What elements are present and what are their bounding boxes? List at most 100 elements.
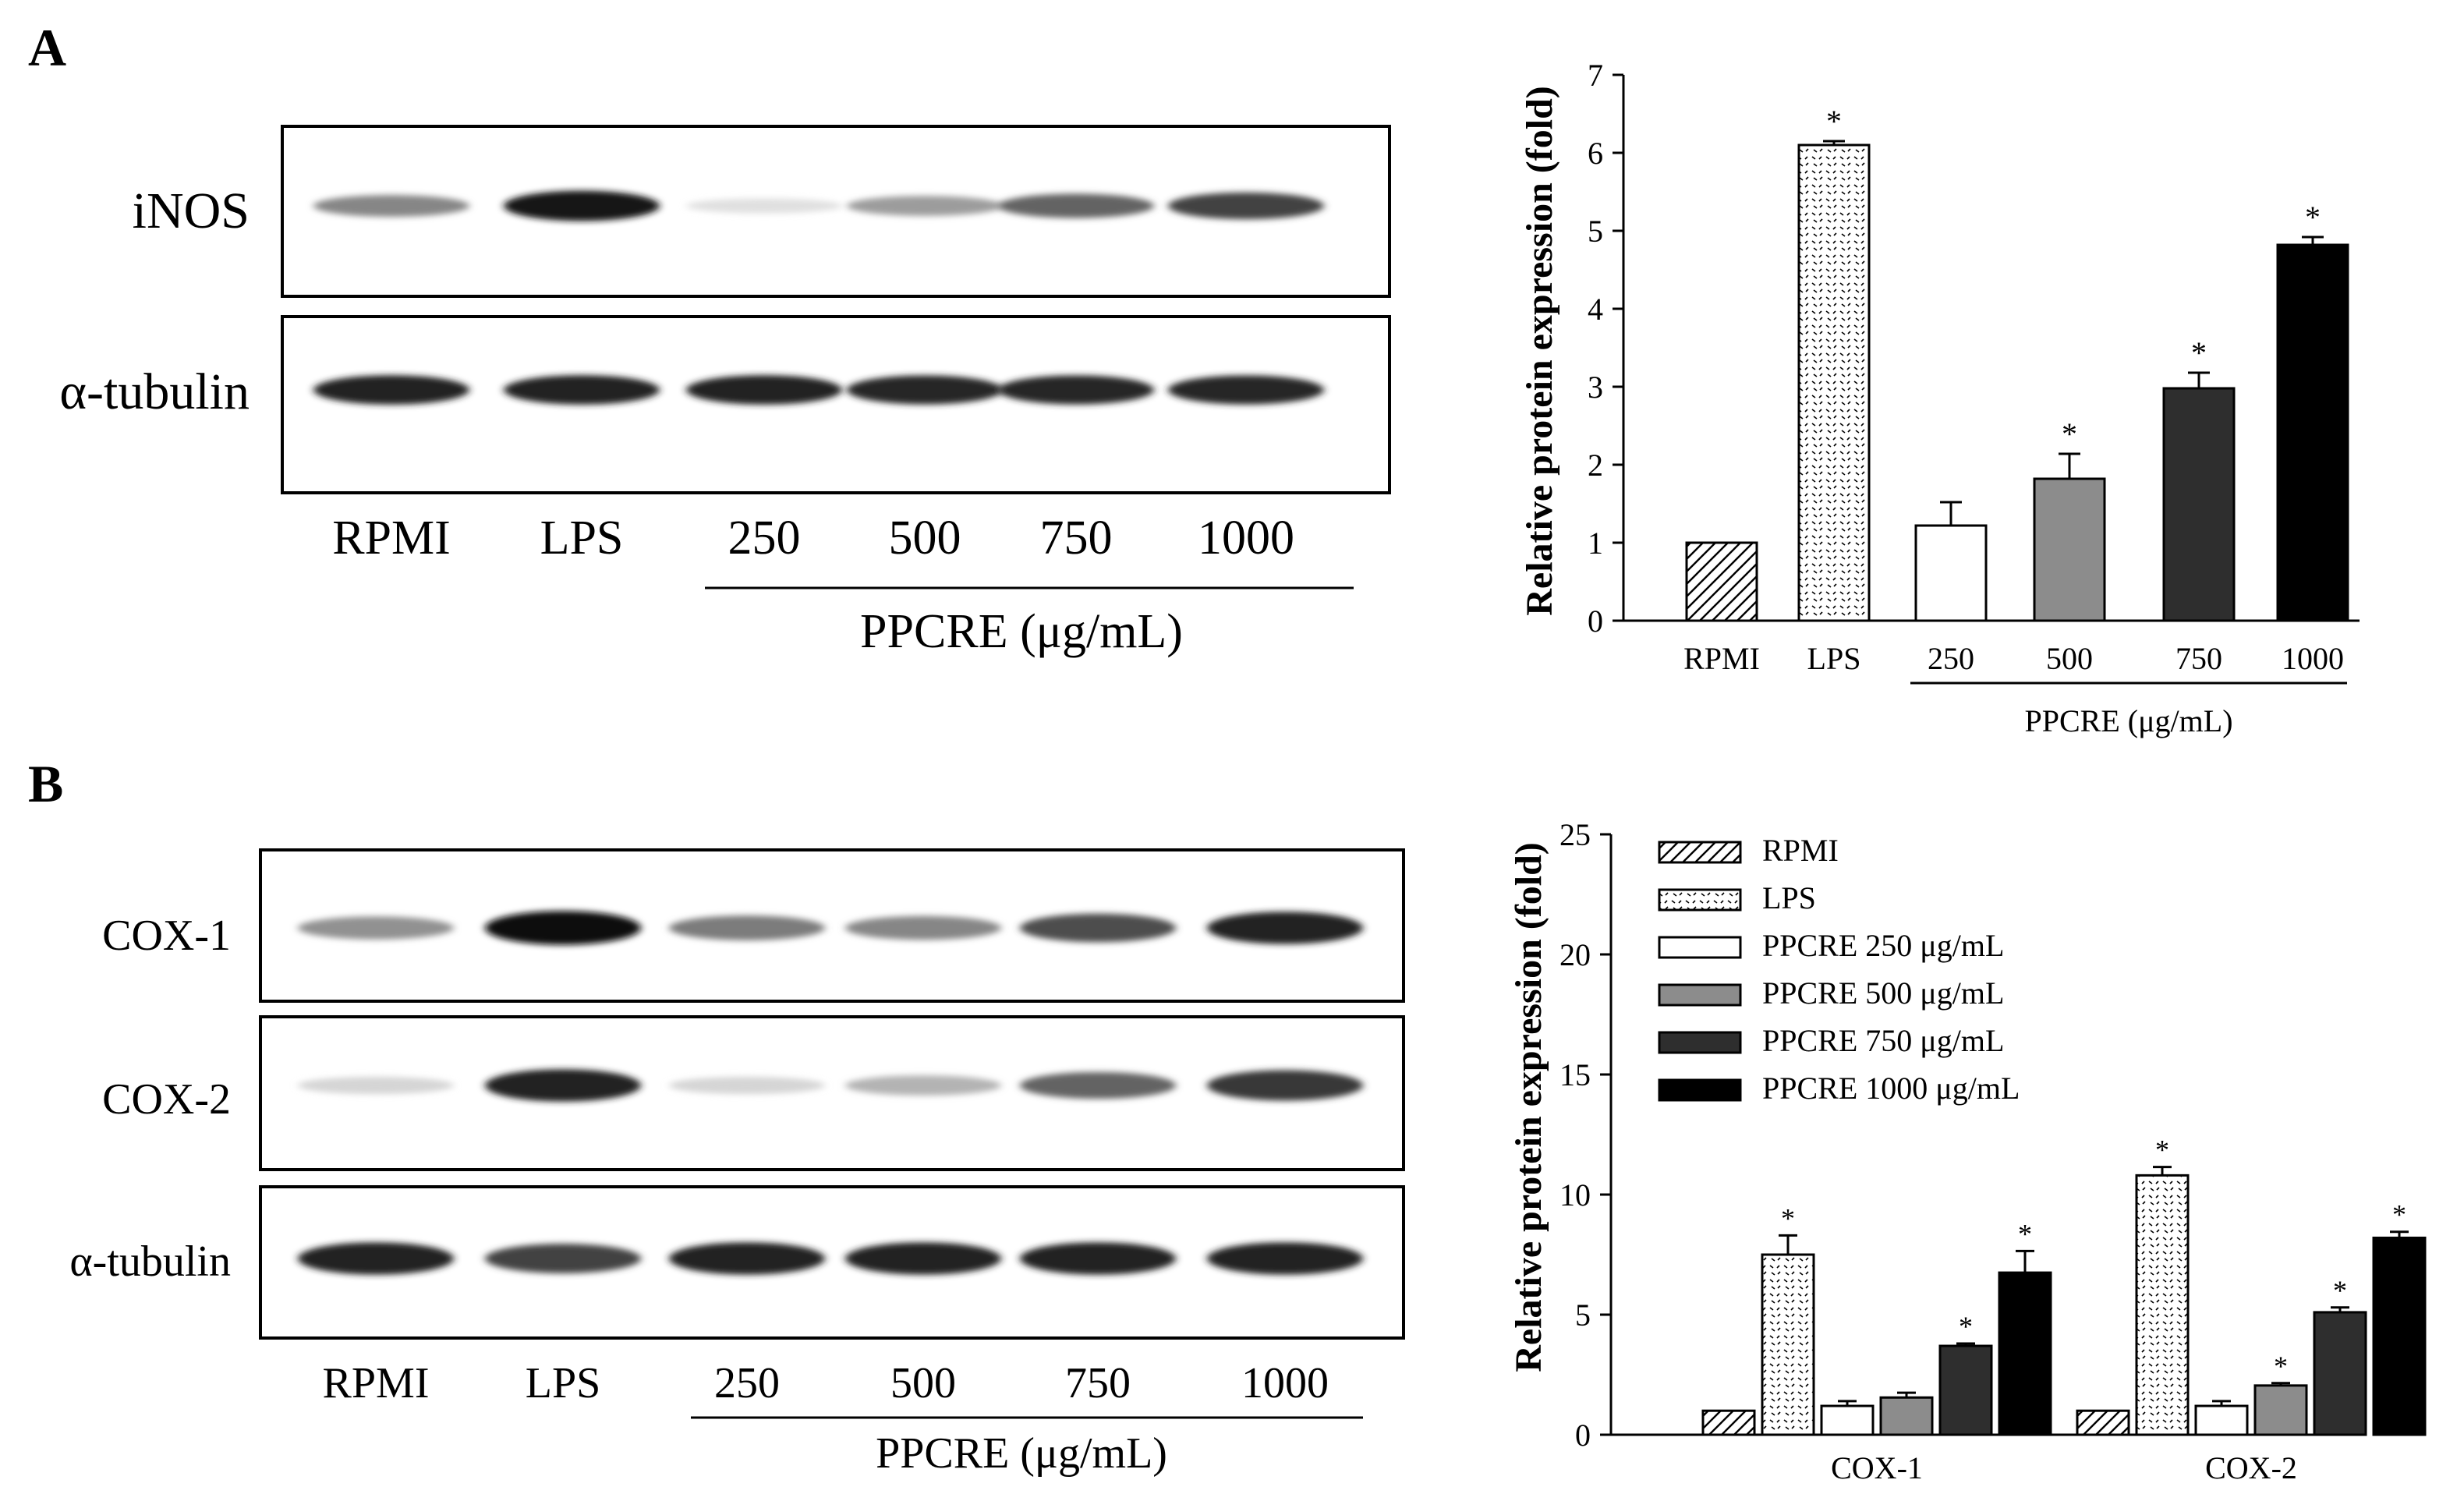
blot-b-label-tubulin: α-tubulin xyxy=(69,1237,231,1286)
chart-b-significance-star: * xyxy=(2155,1135,2169,1166)
blot-a-band-r1-lane-4 xyxy=(847,196,1003,216)
chart-a-ytick-label: 2 xyxy=(1588,448,1603,483)
chart-b-bar-COX-1-s5 xyxy=(1938,1344,1993,1436)
blot-b-band-r2-lane-2 xyxy=(485,1069,641,1102)
chart-b-bar-COX-1-s3 xyxy=(1820,1404,1875,1436)
chart-b-legend-label: PPCRE 1000 μg/mL xyxy=(1762,1071,2020,1106)
chart-b-error-bar xyxy=(1838,1400,1857,1407)
blot-b-lane-250: 250 xyxy=(714,1359,780,1407)
blot-a-band-r2-lane-1 xyxy=(313,375,469,405)
chart-b-error-bar xyxy=(2271,1382,2290,1386)
blot-b-band-r3-lane-6 xyxy=(1207,1242,1363,1275)
chart-a-ytick-label: 4 xyxy=(1588,292,1603,327)
chart-a: Relative protein expression (fold) 0 1 2 3 4… xyxy=(1519,58,2360,738)
chart-b-legend-swatch xyxy=(1658,983,1742,1007)
western-blot-b: COX-1 COX-2 α-tubulin RPMI LPS 250 500 7… xyxy=(69,848,1405,1478)
chart-a-xtick-label: 500 xyxy=(2046,641,2093,676)
blot-b-band-r2-lane-5 xyxy=(1020,1071,1176,1099)
blot-b-label-cox1: COX-1 xyxy=(102,912,231,960)
chart-a-significance-star: * xyxy=(2062,416,2077,451)
blot-b-lane-1000: 1000 xyxy=(1241,1359,1329,1407)
panel-label-b: B xyxy=(28,754,63,813)
chart-a-xtick-label: 250 xyxy=(1928,641,1974,676)
chart-b-error-bar xyxy=(1779,1234,1797,1255)
blot-a-band-r2-lane-6 xyxy=(1168,375,1324,405)
chart-a-bar-250 xyxy=(1914,524,1988,622)
chart-a-error-bar xyxy=(1823,140,1845,145)
chart-a-error-bar xyxy=(1940,501,1962,526)
chart-a-ylabel: Relative protein expression (fold) xyxy=(1519,86,1560,616)
blot-a-lane-250: 250 xyxy=(728,512,801,565)
blot-a-label-tubulin: α-tubulin xyxy=(59,363,250,420)
blot-b-band-r2-lane-4 xyxy=(845,1075,1001,1096)
blot-b-label-cox2: COX-2 xyxy=(102,1075,231,1124)
chart-a-significance-star: * xyxy=(2191,335,2207,370)
blot-b-lane-750: 750 xyxy=(1065,1359,1131,1407)
blot-a-band-r2-lane-3 xyxy=(686,375,842,405)
chart-b-significance-star: * xyxy=(1781,1202,1795,1234)
chart-b-ytick-label: 20 xyxy=(1559,937,1591,972)
chart-b-bar-COX-1-s6 xyxy=(1998,1271,2052,1436)
chart-a-significance-star: * xyxy=(2305,200,2321,235)
chart-b-bar-COX-2-s3 xyxy=(2194,1404,2249,1436)
blot-b-band-r1-lane-4 xyxy=(845,915,1001,940)
panel-label-a: A xyxy=(28,18,66,77)
blot-a-lane-rpmi: RPMI xyxy=(332,512,451,565)
chart-b-legend-swatch xyxy=(1658,1031,1742,1054)
chart-a-bar-1000 xyxy=(2276,243,2349,622)
chart-b-legend-swatch xyxy=(1658,888,1742,912)
blot-a-label-inos: iNOS xyxy=(133,182,250,239)
chart-a-xtick-label: 750 xyxy=(2175,641,2222,676)
chart-b-error-bar xyxy=(2331,1306,2349,1312)
blot-b-bands xyxy=(298,911,1363,1275)
blot-a-bands xyxy=(313,190,1324,405)
chart-b-error-bar xyxy=(2390,1230,2409,1238)
chart-a-group-label: PPCRE (μg/mL) xyxy=(2024,703,2232,738)
chart-b-legend-label: RPMI xyxy=(1762,833,1839,868)
chart-b-error-bar xyxy=(2153,1166,2172,1176)
chart-b-bar-COX-2-s6 xyxy=(2372,1236,2427,1436)
chart-b-bar-COX-2-s5 xyxy=(2313,1311,2367,1436)
chart-a-error-bar xyxy=(2188,371,2210,388)
chart-a-ytick-label: 5 xyxy=(1588,214,1603,249)
blot-b-lane-500: 500 xyxy=(890,1359,956,1407)
blot-a-lane-750: 750 xyxy=(1040,512,1113,565)
blot-a-band-r2-lane-4 xyxy=(847,375,1003,405)
blot-a-band-r1-lane-1 xyxy=(313,195,469,217)
chart-a-ytick-label: 1 xyxy=(1588,526,1603,561)
blot-a-lane-lps: LPS xyxy=(540,512,624,565)
chart-a-xtick-label: RPMI xyxy=(1683,641,1760,676)
chart-b-bar-COX-1-s2 xyxy=(1761,1253,1815,1436)
chart-b-significance-star: * xyxy=(2333,1275,2347,1306)
chart-b-significance-star: * xyxy=(2018,1218,2032,1249)
chart-a-significance-star: * xyxy=(1826,104,1842,139)
chart-a-ytick-label: 3 xyxy=(1588,370,1603,405)
blot-b-band-r2-lane-6 xyxy=(1207,1070,1363,1101)
blot-b-band-r3-lane-5 xyxy=(1020,1242,1176,1275)
blot-b-band-r3-lane-2 xyxy=(485,1244,641,1273)
chart-b-error-bar xyxy=(2212,1400,2231,1407)
blot-a-band-r1-lane-5 xyxy=(998,193,1154,218)
chart-a-bar-750 xyxy=(2162,387,2236,622)
chart-b-legend-swatch xyxy=(1658,841,1742,864)
blot-b-group-label: PPCRE (μg/mL) xyxy=(876,1429,1167,1478)
chart-b-bar-COX-1-s4 xyxy=(1879,1396,1934,1436)
blot-b-band-r2-lane-1 xyxy=(298,1076,454,1095)
blot-b-band-r1-lane-6 xyxy=(1207,912,1363,944)
blot-b-band-r2-lane-3 xyxy=(669,1076,825,1095)
chart-b-ytick-label: 5 xyxy=(1575,1298,1591,1333)
blot-a-band-r1-lane-3 xyxy=(686,198,842,214)
chart-b-legend-swatch xyxy=(1658,1078,1742,1102)
blot-a-lane-500: 500 xyxy=(889,512,961,565)
blot-a-group-label: PPCRE (μg/mL) xyxy=(860,605,1183,658)
chart-b-ytick-label: 15 xyxy=(1559,1057,1591,1092)
blot-b-band-r1-lane-5 xyxy=(1020,913,1176,943)
chart-a-ytick-label: 6 xyxy=(1588,136,1603,171)
chart-b-error-bar xyxy=(1897,1391,1916,1398)
chart-b-error-bar xyxy=(1956,1342,1975,1347)
blot-b-row-2-frame xyxy=(259,1015,1405,1171)
blot-a-row-2-frame xyxy=(281,315,1391,494)
chart-b-legend-label: LPS xyxy=(1762,880,1816,915)
chart-b-bar-COX-2-s4 xyxy=(2253,1384,2308,1436)
